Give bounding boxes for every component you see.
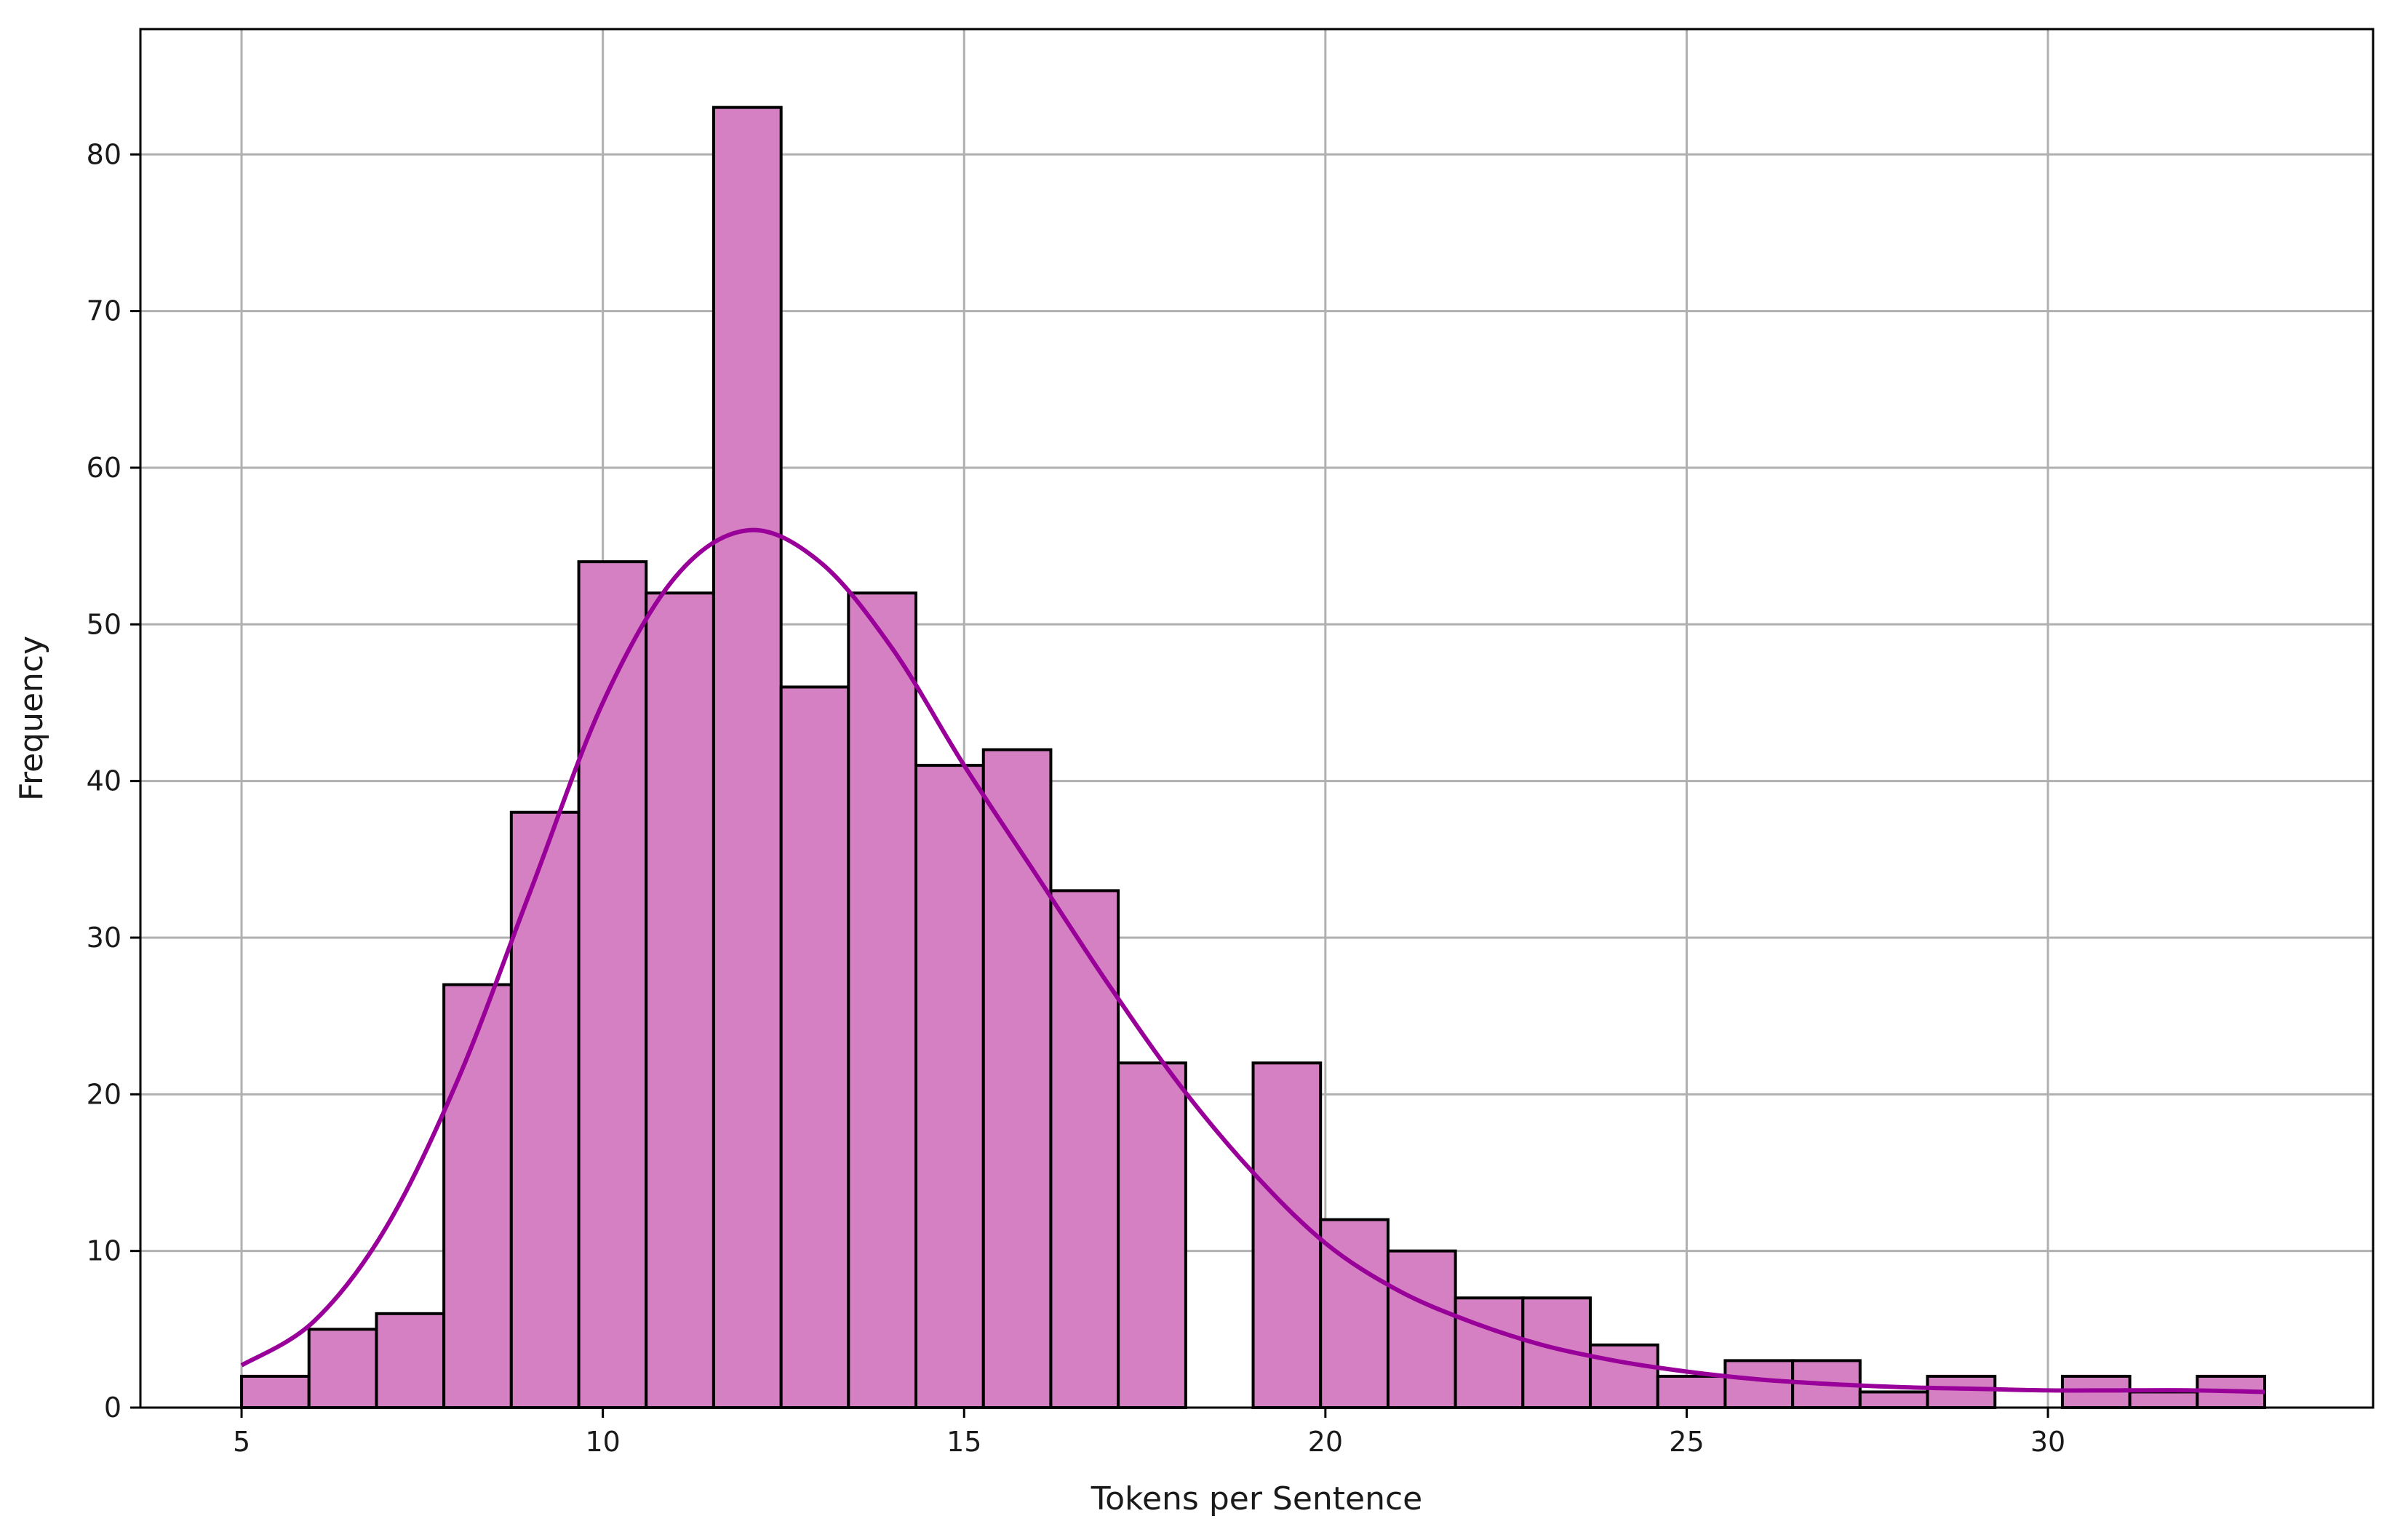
- kde-curve-layer: [240, 527, 2265, 1395]
- histogram-bar: [442, 983, 513, 1410]
- y-tick-label: 60: [87, 452, 121, 484]
- histogram-bar: [2128, 1390, 2199, 1410]
- histogram-bar: [1723, 1359, 1795, 1409]
- histogram-bar: [1386, 1249, 1457, 1409]
- histogram-bar: [1049, 889, 1120, 1409]
- y-tick-label: 70: [87, 295, 121, 327]
- histogram-bar: [981, 748, 1053, 1410]
- histogram-bar: [1117, 1061, 1187, 1409]
- histogram-bar: [1926, 1374, 1997, 1409]
- x-tick-label: 25: [1669, 1426, 1704, 1458]
- histogram-bar: [847, 591, 918, 1409]
- x-tick-label: 20: [1308, 1426, 1343, 1458]
- histogram-bar: [1589, 1343, 1659, 1410]
- y-tick-label: 0: [104, 1392, 121, 1424]
- y-tick-label: 40: [87, 765, 121, 797]
- y-axis-ticks: 0 10 20 30 40 50 60 70 80: [87, 138, 140, 1424]
- histogram-bar: [1656, 1374, 1727, 1409]
- histogram-bar: [711, 105, 783, 1410]
- kde-curve: [240, 527, 2265, 1395]
- y-tick-label: 10: [87, 1235, 121, 1267]
- histogram-bars: [240, 105, 2267, 1410]
- histogram-bar: [1251, 1061, 1323, 1409]
- y-tick-label: 20: [87, 1078, 121, 1110]
- x-tick-label: 30: [2030, 1426, 2065, 1458]
- histogram-bar: [240, 1374, 311, 1409]
- x-axis-label: Tokens per Sentence: [1091, 1480, 1423, 1517]
- histogram-bar: [914, 764, 985, 1409]
- histogram-bar: [375, 1312, 446, 1409]
- histogram-bar: [1858, 1390, 1929, 1410]
- histogram-bar: [509, 810, 581, 1410]
- x-tick-label: 10: [585, 1426, 620, 1458]
- histogram-bar: [779, 685, 850, 1409]
- x-axis-ticks: 5 10 15 20 25 30: [233, 1408, 2065, 1458]
- y-tick-label: 80: [87, 138, 121, 170]
- histogram-bar: [307, 1328, 378, 1410]
- histogram-bar: [1454, 1296, 1525, 1409]
- y-tick-label: 30: [87, 922, 121, 954]
- y-axis-label: Frequency: [13, 636, 50, 801]
- grid-lines: [140, 29, 2373, 1409]
- histogram-bar: [645, 591, 715, 1409]
- histogram-bar: [577, 560, 648, 1410]
- plot-frame: [139, 28, 2375, 1409]
- x-tick-label: 15: [946, 1426, 981, 1458]
- x-tick-label: 5: [233, 1426, 250, 1458]
- y-tick-label: 50: [87, 608, 121, 640]
